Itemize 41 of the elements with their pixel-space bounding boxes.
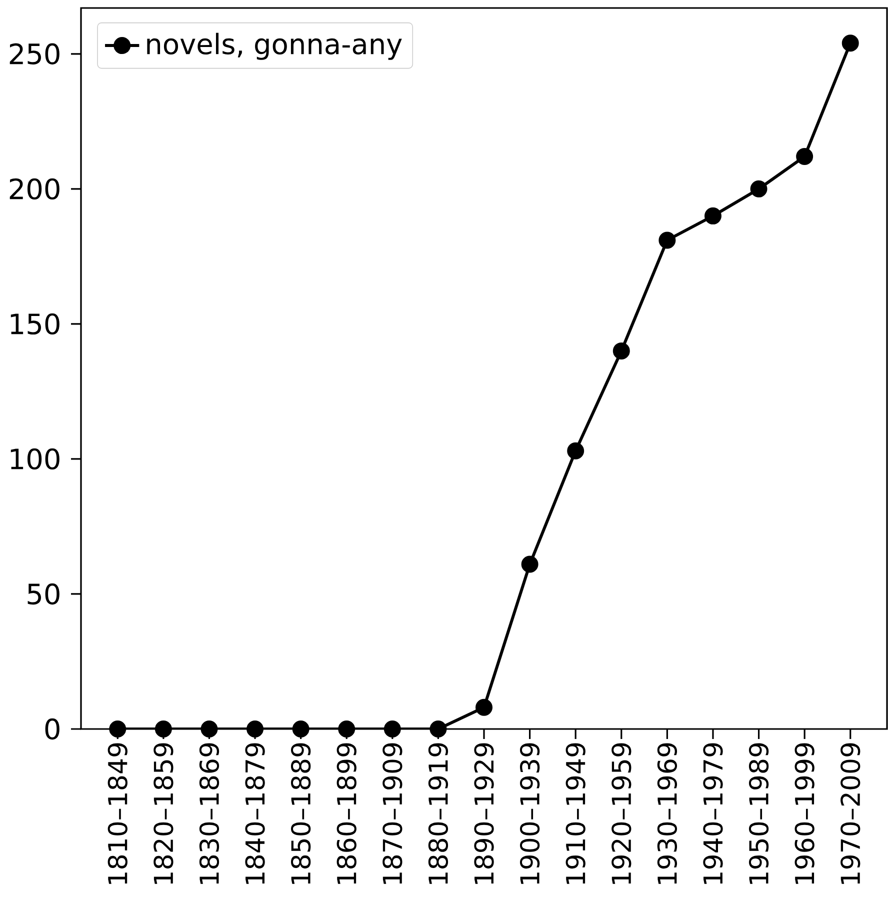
point — [292, 720, 310, 738]
point — [612, 342, 630, 360]
point — [567, 442, 584, 460]
x-tick-label: 1960–1999 — [794, 743, 814, 884]
x-tick-label: 1840–1879 — [245, 743, 265, 884]
point — [200, 720, 218, 738]
legend-label: novels, gonna-any — [147, 32, 402, 60]
point — [430, 720, 447, 738]
x-tick-label: 1820–1859 — [154, 743, 174, 884]
x-tick-label: 1970–2009 — [840, 743, 860, 884]
x-tick-label: 1910–1949 — [566, 743, 586, 884]
y-tick-label: 100 — [10, 448, 60, 470]
x-tick-label: 1810–1849 — [108, 743, 128, 884]
point — [476, 698, 492, 716]
point — [154, 720, 172, 738]
point — [521, 556, 538, 573]
y-tick-label: 200 — [10, 178, 60, 200]
x-tick-label: 1900–1939 — [520, 743, 540, 884]
y-tick-label: 50 — [28, 583, 60, 605]
point — [704, 207, 722, 224]
x-tick-label: 1830–1869 — [199, 743, 220, 884]
point — [384, 720, 401, 738]
y-tick-label: 250 — [10, 43, 60, 65]
x-tick-label: 1940–1979 — [703, 743, 723, 884]
point — [842, 34, 859, 52]
x-tick-label: 1880–1919 — [428, 743, 448, 884]
point — [109, 720, 126, 738]
x-tick-label: 1860–1899 — [336, 743, 356, 884]
point — [796, 148, 814, 166]
x-tick-label: 1850–1889 — [290, 743, 311, 884]
x-tick-label: 1930–1969 — [657, 743, 678, 884]
y-tick-label: 150 — [10, 313, 60, 335]
x-tick-label: 1950–1989 — [748, 743, 769, 884]
y-tick-label: 0 — [45, 718, 60, 740]
point — [658, 232, 676, 249]
x-tick-label: 1870–1909 — [382, 743, 402, 884]
point — [246, 720, 264, 738]
x-tick-label: 1890–1929 — [474, 743, 494, 884]
point — [338, 720, 356, 738]
point — [750, 180, 768, 198]
x-tick-label: 1920–1959 — [612, 743, 632, 884]
